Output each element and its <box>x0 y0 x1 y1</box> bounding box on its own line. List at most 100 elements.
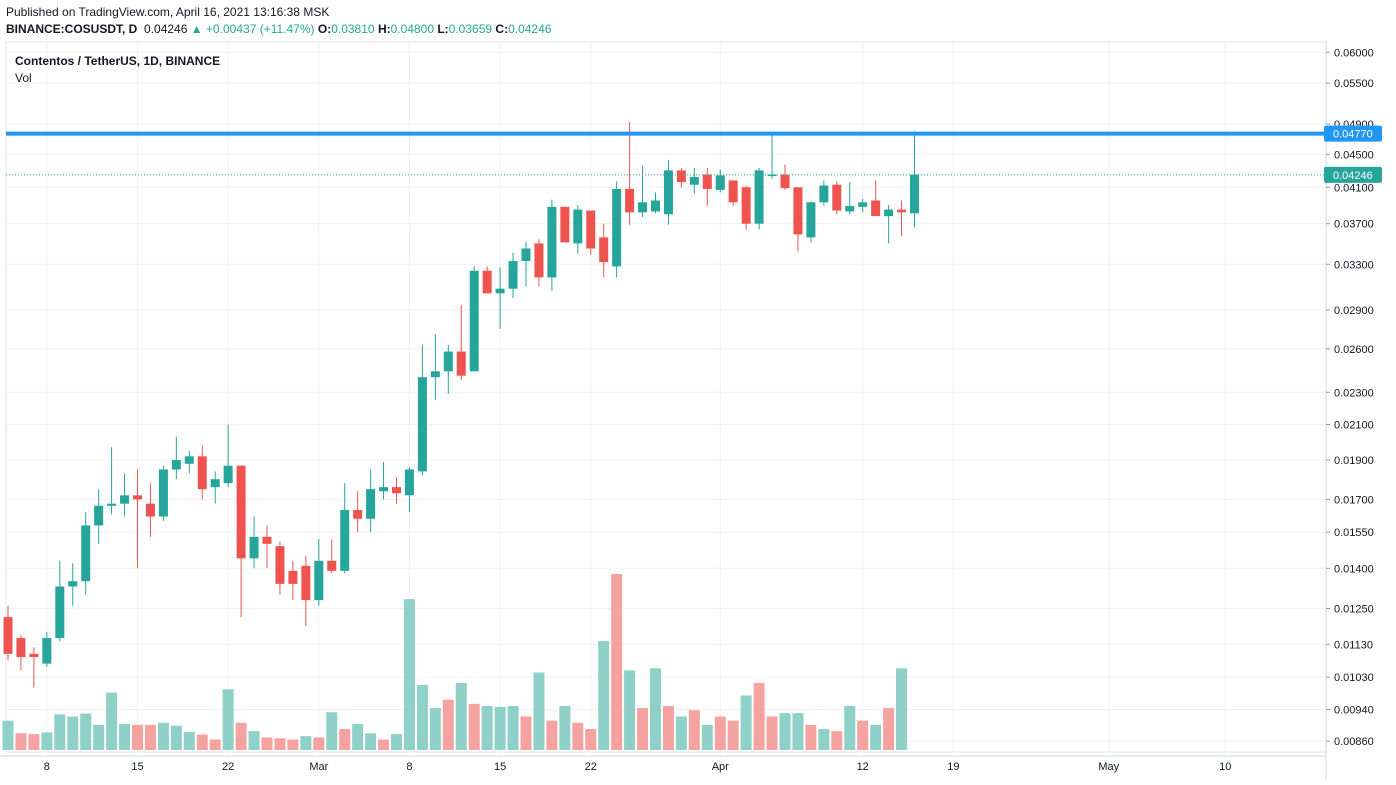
candle-body <box>314 560 324 601</box>
volume-bar <box>714 716 726 750</box>
candle-body <box>612 189 622 267</box>
candle-body <box>456 351 466 376</box>
volume-bar <box>144 724 156 750</box>
volume-bar <box>2 720 14 750</box>
candle-body <box>858 202 868 207</box>
volume-bar <box>352 724 364 750</box>
volume-bar <box>93 724 105 750</box>
candle-body <box>158 469 168 517</box>
x-tick-label: Apr <box>712 761 729 773</box>
y-tick-label: 0.06000 <box>1334 47 1374 59</box>
y-tick-label: 0.02300 <box>1334 387 1374 399</box>
volume-bar <box>28 734 40 750</box>
last-price: 0.04246 <box>144 22 188 36</box>
volume-bar <box>727 720 739 750</box>
legend-volume-label: Vol <box>15 71 32 85</box>
candle-body <box>133 495 142 500</box>
candle-body <box>469 270 479 372</box>
volume-bar <box>870 724 882 750</box>
candle-body <box>353 510 363 519</box>
candle-body <box>29 653 39 658</box>
candle-body <box>702 174 712 190</box>
candle-body <box>586 210 596 249</box>
candle-body <box>16 638 26 658</box>
volume-bar <box>196 734 208 750</box>
y-tick-label: 0.01130 <box>1334 639 1373 651</box>
volume-bar <box>261 737 273 750</box>
y-tick-label: 0.01700 <box>1334 494 1374 506</box>
volume-bar <box>818 729 830 750</box>
volume-bar <box>403 599 415 750</box>
low-value: 0.03659 <box>448 22 493 36</box>
candle-body <box>68 581 78 587</box>
candle-body <box>443 351 453 372</box>
volume-bar <box>533 672 545 750</box>
change-value: +0.00437 (+11.47%) <box>205 22 315 36</box>
y-tick-label: 0.03300 <box>1334 259 1374 271</box>
horizontal-line-tag-label: 0.04770 <box>1333 129 1373 141</box>
candle-body <box>3 617 13 654</box>
volume-bar <box>507 706 519 750</box>
volume-bar <box>416 685 428 750</box>
volume-bar <box>67 716 79 750</box>
volume-bar <box>119 724 131 750</box>
volume-bar <box>883 708 895 750</box>
volume-bar <box>170 725 182 750</box>
candle-body <box>120 495 130 504</box>
volume-bar <box>300 736 312 750</box>
volume-bar <box>157 722 169 750</box>
volume-bar <box>546 720 558 750</box>
open-value: 0.03810 <box>331 22 375 36</box>
candle-body <box>417 377 427 472</box>
volume-bar <box>520 716 532 750</box>
y-tick-label: 0.01030 <box>1334 672 1374 684</box>
high-label: H: <box>377 22 391 36</box>
candle-body <box>560 206 570 243</box>
y-tick-label: 0.00940 <box>1334 705 1374 717</box>
time-axis: 8 15 22 Mar 8 15 22 Apr 12 19 May 10 <box>44 761 1232 773</box>
candle-body <box>832 184 842 211</box>
candle-body <box>871 200 881 217</box>
candle-body <box>171 460 181 470</box>
volume-bar <box>132 724 143 750</box>
candle-body <box>910 174 919 214</box>
volume-bar <box>15 733 27 750</box>
candle-body <box>495 288 505 294</box>
candlesticks <box>3 121 919 688</box>
candle-body <box>145 503 155 517</box>
candle-body <box>897 209 907 213</box>
candle-body <box>599 237 609 263</box>
chart-grid <box>0 41 1327 780</box>
candle-body <box>728 180 738 203</box>
candle-body <box>547 206 557 278</box>
volume-bar <box>274 738 286 750</box>
candle-body <box>197 456 207 490</box>
candle-body <box>884 209 894 217</box>
candle-body <box>741 187 751 224</box>
volume-bar <box>455 682 467 750</box>
volume-bar <box>559 706 571 750</box>
y-tick-label: 0.04100 <box>1334 182 1374 194</box>
candle-body <box>715 175 725 190</box>
candle-body <box>392 487 401 494</box>
candle-body <box>81 525 91 582</box>
volume-bar <box>896 668 908 750</box>
candle-body <box>430 371 440 378</box>
up-arrow-icon: ▲ <box>190 22 203 36</box>
candle-body <box>676 170 686 183</box>
volume-bar <box>313 737 325 750</box>
x-tick-label: May <box>1098 761 1119 773</box>
volume-bar <box>326 712 338 750</box>
candle-body <box>663 170 673 215</box>
y-tick-label: 0.02100 <box>1334 420 1374 432</box>
volume-bar <box>54 714 66 750</box>
x-tick-label: 22 <box>585 761 597 773</box>
symbol-label: BINANCE:COSUSDT, D <box>6 22 138 36</box>
volume-bar <box>80 713 92 750</box>
candle-body <box>236 465 246 559</box>
volume-bar <box>831 731 843 750</box>
volume-bar <box>468 703 480 750</box>
volume-bar <box>106 692 118 750</box>
candle-body <box>534 243 544 278</box>
